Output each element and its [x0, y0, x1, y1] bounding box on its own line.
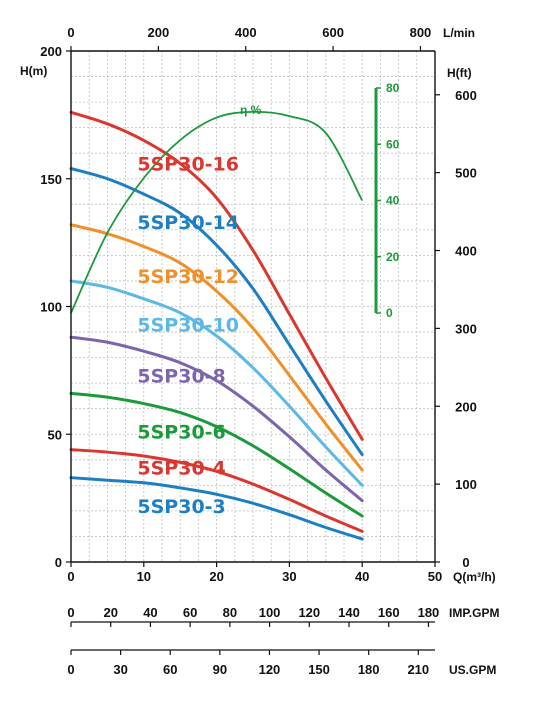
efficiency-tick-label: 60: [386, 137, 400, 151]
x-tick-label: 30: [282, 569, 296, 584]
imp-gpm-tick-label: 140: [338, 605, 360, 620]
x-tick-label: 40: [355, 569, 369, 584]
right-tick-label: 500: [455, 166, 477, 181]
top-tick-label: 600: [322, 25, 344, 40]
efficiency-tick-label: 40: [386, 194, 400, 208]
right-tick-label: 100: [455, 477, 477, 492]
x-axis-label: Q(m³/h): [453, 570, 496, 584]
imp-gpm-tick-label: 0: [67, 605, 74, 620]
right-tick-label: 400: [455, 244, 477, 259]
x-tick-label: 50: [428, 569, 442, 584]
imp-gpm-tick-label: 180: [418, 605, 440, 620]
head-curve-5sp30-10: [69, 279, 364, 487]
head-curve-5sp30-16: [69, 110, 364, 441]
efficiency-tick-label: 20: [386, 250, 400, 264]
us-gpm-tick-label: 30: [113, 662, 127, 677]
imp-gpm-tick-label: 100: [259, 605, 281, 620]
imp-gpm-tick-label: 80: [223, 605, 237, 620]
y-tick-label: 50: [48, 427, 62, 442]
y-tick-label: 100: [40, 300, 62, 315]
x-tick-label: 10: [137, 569, 151, 584]
efficiency-tick-label: 0: [386, 306, 393, 320]
right-tick-label: 600: [455, 88, 477, 103]
y-axis-label: H(m): [20, 64, 47, 78]
series-label-5sp30-3: 5SP30-3: [137, 496, 225, 518]
imp-gpm-tick-label: 60: [183, 605, 197, 620]
x-tick-label: 0: [67, 569, 74, 584]
us-gpm-tick-label: 90: [213, 662, 227, 677]
y-tick-label: 150: [40, 172, 62, 187]
top-tick-label: 200: [148, 25, 170, 40]
head-curve-5sp30-6: [69, 391, 364, 518]
head-curve-5sp30-4: [69, 448, 364, 533]
series-label-5sp30-16: 5SP30-16: [137, 153, 239, 175]
head-curves: [69, 110, 364, 541]
series-label-5sp30-12: 5SP30-12: [137, 266, 239, 288]
top-tick-label: 400: [235, 25, 257, 40]
x-tick-label: 20: [209, 569, 223, 584]
us-gpm-tick-label: 120: [259, 662, 281, 677]
us-gpm-tick-label: 150: [308, 662, 330, 677]
head-curve-5sp30-14: [69, 167, 364, 457]
efficiency-tick-label: 80: [386, 81, 400, 95]
us-gpm-axis-label: US.GPM: [449, 663, 496, 677]
y-tick-label: 200: [40, 44, 62, 59]
series-label-5sp30-10: 5SP30-10: [137, 314, 239, 336]
us-gpm-tick-label: 180: [358, 662, 380, 677]
us-gpm-tick-label: 0: [67, 662, 74, 677]
series-label-5sp30-6: 5SP30-6: [137, 422, 225, 444]
top-tick-label: 800: [410, 25, 432, 40]
y-tick-label: 0: [55, 555, 62, 570]
right-axis-label: H(ft): [447, 66, 472, 80]
top-tick-label: 0: [67, 25, 74, 40]
imp-gpm-tick-label: 20: [103, 605, 117, 620]
series-label-5sp30-8: 5SP30-8: [137, 365, 225, 387]
imp-gpm-tick-label: 120: [298, 605, 320, 620]
efficiency-curve: [70, 110, 363, 314]
right-tick-label: 0: [462, 555, 469, 570]
us-gpm-tick-label: 210: [407, 662, 429, 677]
imp-gpm-tick-label: 160: [378, 605, 400, 620]
right-tick-label: 300: [455, 321, 477, 336]
series-label-5sp30-4: 5SP30-4: [137, 457, 225, 479]
efficiency-axis-label: η %: [240, 103, 262, 117]
head-curve-5sp30-8: [69, 335, 364, 503]
us-gpm-tick-label: 60: [163, 662, 177, 677]
head-curve-5sp30-3: [69, 476, 364, 541]
top-axis-label: L/min: [443, 26, 475, 40]
right-tick-label: 200: [455, 399, 477, 414]
series-label-5sp30-14: 5SP30-14: [137, 212, 239, 234]
head-curve-5sp30-12: [69, 223, 364, 472]
efficiency-curve-group: 0 20 40 60 80 η %: [70, 81, 400, 320]
imp-gpm-axis-label: IMP.GPM: [449, 606, 499, 620]
series-labels: 5SP30-16 5SP30-14 5SP30-12 5SP30-10 5SP30-8 5…: [137, 153, 239, 517]
imp-gpm-tick-label: 40: [143, 605, 157, 620]
